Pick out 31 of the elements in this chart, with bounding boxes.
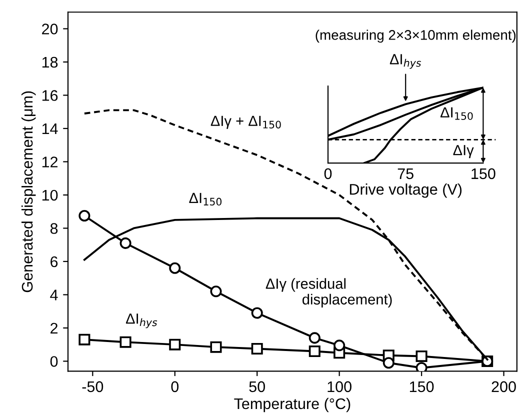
x-tick-label: 150 <box>472 168 496 180</box>
y-tick-label: 0 <box>50 356 58 367</box>
annotation: (measuring 2×3×10mm element) <box>316 30 516 43</box>
x-tick-label: 50 <box>249 381 265 392</box>
y-tick-label: 18 <box>42 56 58 68</box>
x-axis-title: Drive voltage (V) <box>350 184 462 198</box>
x-tick-label: -50 <box>82 381 104 392</box>
x-tick-label: 75 <box>398 168 414 180</box>
y-tick-label: 16 <box>42 90 58 101</box>
annotation: ΔI$_{150}$ <box>440 107 473 120</box>
y-tick-label: 10 <box>42 190 58 201</box>
series-label: ΔI$_{hys}$ <box>126 314 158 328</box>
series-label: ΔI$_{150}$ <box>189 192 222 206</box>
y-axis-title: Generated displacement (μm) <box>21 91 36 292</box>
y-tick-label: 20 <box>42 24 58 34</box>
y-tick-label: 14 <box>42 124 58 134</box>
x-tick-label: 0 <box>324 168 332 180</box>
x-axis-title: Temperature (°C) <box>234 398 350 412</box>
x-tick-label: 0 <box>171 381 179 392</box>
x-tick-label: 150 <box>410 381 434 392</box>
annotation: ΔI$_{hys}$ <box>390 54 422 69</box>
y-tick-label: 12 <box>42 156 58 168</box>
y-tick-label: 4 <box>50 290 58 300</box>
y-tick-label: 2 <box>50 322 58 334</box>
annotation: ΔIγ <box>453 145 474 158</box>
x-tick-label: 200 <box>492 381 516 392</box>
y-tick-label: 8 <box>50 223 58 234</box>
y-tick-label: 6 <box>50 256 58 268</box>
x-tick-label: 100 <box>328 381 352 392</box>
series-label: ΔIγ (residual displacement) <box>266 278 392 308</box>
series-label: ΔIγ + ΔI$_{150}$ <box>210 116 281 129</box>
